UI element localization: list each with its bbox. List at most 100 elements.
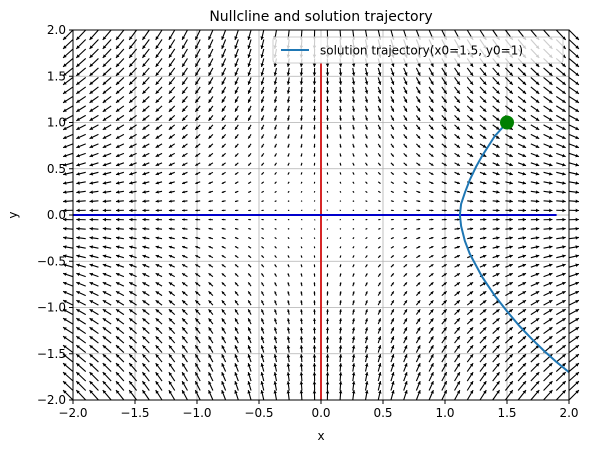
vector-arrow-head (509, 135, 513, 139)
vector-arrow-head (129, 63, 133, 67)
vector-arrow-head (495, 171, 500, 176)
vector-arrow-head (182, 126, 186, 130)
vector-arrow-head (274, 264, 277, 267)
vector-arrow-head (469, 144, 474, 148)
vector-arrow-head (418, 191, 421, 193)
vector-arrow-head (287, 145, 290, 148)
vector-arrow-head (326, 228, 328, 230)
vector-arrow-head (352, 255, 355, 257)
vector-arrow-head (326, 282, 329, 285)
vector-arrow-head (470, 208, 474, 212)
vector-arrow-head (444, 236, 447, 240)
vector-arrow-head (208, 227, 211, 230)
vector-arrow-head (168, 208, 172, 212)
vector-arrow-head (535, 81, 540, 85)
vector-arrow-head (404, 255, 407, 258)
vector-arrow-head (483, 372, 487, 376)
x-tick-label: −1.5 (120, 406, 149, 420)
vector-arrow-head (155, 354, 160, 358)
vector-arrow-head (405, 237, 407, 239)
vector-arrow-head (63, 272, 67, 277)
legend: solution trajectory(x0=1.5, y0=1) (272, 36, 564, 64)
vector-arrow-head (509, 273, 513, 277)
vector-arrow-head (351, 63, 356, 67)
vector-arrow-head (234, 72, 238, 76)
vector-arrow-head (326, 219, 328, 221)
vector-arrow-head (195, 273, 199, 277)
vector-arrow-head (313, 237, 316, 239)
vector-arrow-head (63, 318, 67, 322)
vector-arrow-head (575, 236, 579, 240)
vector-arrow-head (235, 181, 237, 184)
vector-arrow-head (168, 144, 173, 148)
vector-arrow-head (562, 163, 566, 167)
vector-arrow-head (548, 245, 553, 249)
vector-arrow-head (221, 200, 224, 203)
vector-arrow-head (338, 336, 343, 340)
vector-arrow-head (548, 144, 553, 149)
vector-arrow-head (365, 237, 368, 239)
vector-arrow-head (417, 63, 421, 67)
vector-arrow-head (314, 200, 316, 202)
vector-arrow-head (522, 309, 526, 313)
vector-arrow-head (116, 254, 120, 258)
vector-arrow-head (182, 372, 186, 376)
vector-arrow-head (221, 255, 225, 258)
vector-arrow-head (89, 336, 94, 340)
vector-arrow-head (509, 108, 513, 112)
vector-arrow-head (208, 144, 212, 148)
vector-arrow-head (248, 218, 250, 221)
vector-arrow-head (431, 246, 434, 249)
vector-arrow-head (195, 99, 199, 103)
vector-arrow-head (235, 291, 238, 295)
vector-arrow-head (182, 245, 185, 249)
vector-arrow-head (76, 135, 80, 139)
vector-arrow-head (286, 363, 291, 367)
vector-arrow-head (377, 336, 382, 340)
vector-arrow-head (273, 81, 278, 85)
vector-arrow-head (234, 36, 238, 40)
vector-arrow-head (404, 318, 407, 322)
vector-arrow-head (509, 282, 513, 286)
vector-arrow-head (535, 208, 540, 213)
vector-arrow-head (155, 162, 160, 166)
vector-arrow-head (155, 108, 160, 112)
vector-arrow-head (391, 381, 395, 385)
vector-arrow-head (182, 318, 186, 322)
vector-arrow-head (89, 36, 93, 40)
vector-arrow-head (195, 291, 199, 295)
vector-arrow-head (287, 209, 290, 211)
vector-arrow-head (562, 309, 566, 313)
vector-arrow-head (313, 118, 316, 121)
vector-arrow-head (522, 190, 526, 194)
vector-arrow-head (261, 154, 264, 157)
vector-arrow-head (326, 173, 329, 175)
vector-arrow-head (404, 354, 408, 358)
vector-arrow-head (155, 345, 160, 349)
vector-arrow-head (430, 291, 434, 295)
vector-arrow-head (325, 381, 330, 385)
vector-arrow-head (208, 200, 211, 203)
vector-arrow-head (102, 309, 107, 313)
vector-arrow-head (116, 45, 120, 49)
vector-arrow-head (247, 63, 251, 67)
vector-arrow-head (155, 171, 160, 176)
vector-arrow-head (273, 99, 278, 103)
vector-arrow-head (155, 227, 159, 231)
vector-arrow-head (208, 372, 212, 376)
vector-arrow-head (182, 236, 185, 240)
vector-arrow-head (392, 200, 394, 202)
vector-arrow-head (522, 236, 526, 240)
vector-arrow-head (301, 219, 303, 221)
vector-arrow-head (234, 45, 238, 49)
vector-arrow-head (247, 81, 252, 85)
vector-arrow-head (391, 372, 395, 376)
vector-arrow-head (509, 227, 513, 231)
vector-arrow-head (352, 318, 355, 322)
vector-arrow-head (352, 191, 355, 193)
vector-arrow-head (221, 163, 225, 166)
vector-arrow-head (300, 108, 303, 112)
vector-arrow-head (129, 199, 133, 203)
vector-arrow-head (495, 144, 500, 148)
